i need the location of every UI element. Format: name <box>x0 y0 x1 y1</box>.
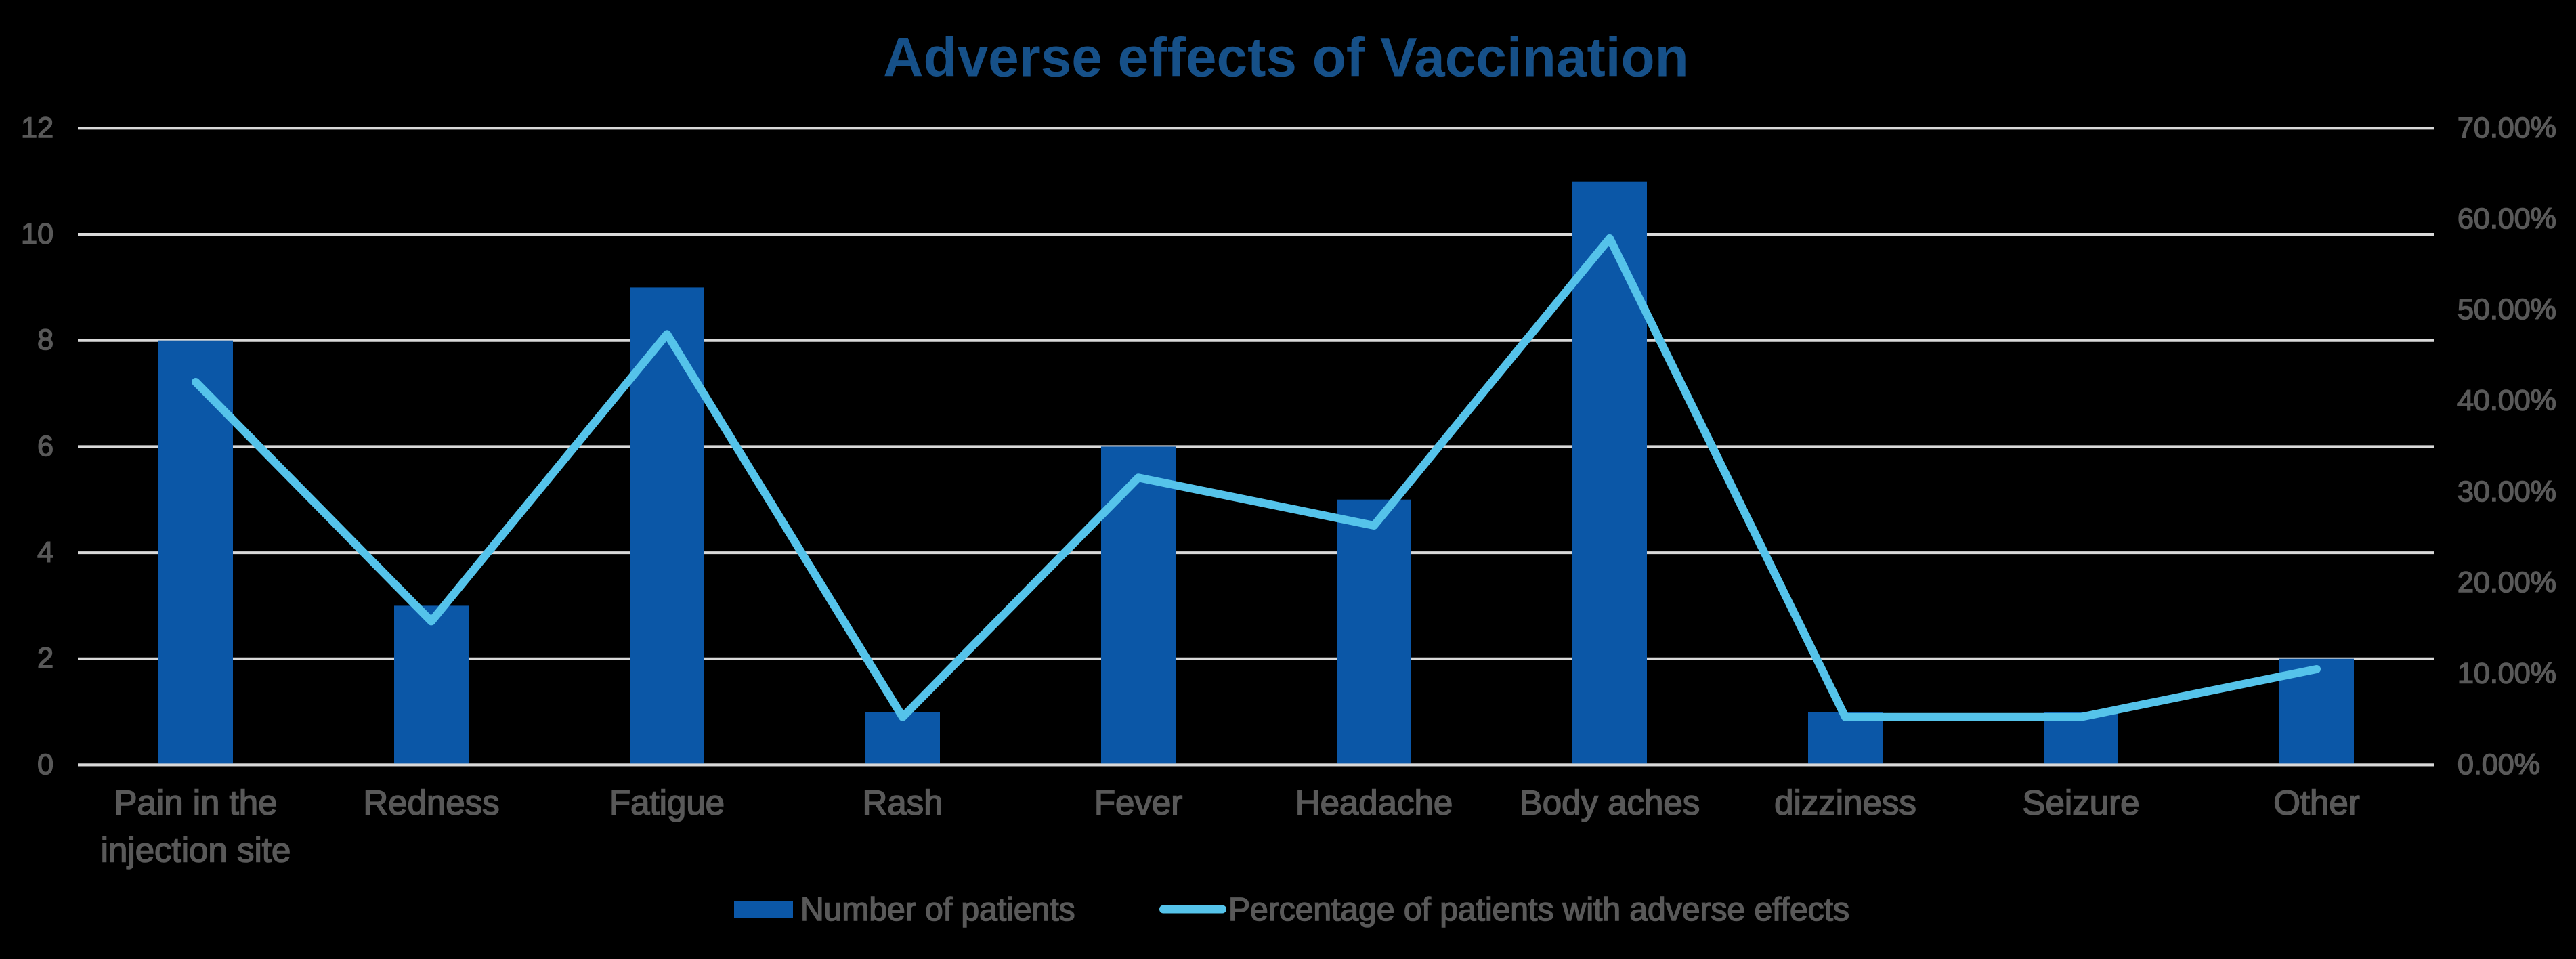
svg-text:Redness: Redness <box>363 784 499 822</box>
svg-text:6: 6 <box>37 430 53 463</box>
svg-text:Pain in the: Pain in the <box>114 784 277 822</box>
svg-text:0: 0 <box>37 748 53 781</box>
svg-text:8: 8 <box>37 324 53 356</box>
svg-text:Adverse effects of Vaccination: Adverse effects of Vaccination <box>883 27 1688 89</box>
svg-text:Rash: Rash <box>862 784 943 822</box>
svg-text:60.00%: 60.00% <box>2457 203 2556 235</box>
svg-text:10.00%: 10.00% <box>2457 658 2556 690</box>
svg-text:Body aches: Body aches <box>1520 784 1700 822</box>
svg-text:2: 2 <box>37 642 53 675</box>
svg-text:injection site: injection site <box>101 831 291 870</box>
svg-text:40.00%: 40.00% <box>2457 385 2556 417</box>
svg-text:12: 12 <box>21 112 53 144</box>
svg-text:Percentage of patients with ad: Percentage of patients with adverse effe… <box>1228 892 1849 928</box>
svg-text:10: 10 <box>21 217 53 250</box>
svg-text:70.00%: 70.00% <box>2457 112 2556 144</box>
svg-text:Headache: Headache <box>1295 784 1453 822</box>
svg-text:Other: Other <box>2273 784 2360 822</box>
svg-text:4: 4 <box>37 536 53 569</box>
svg-text:Seizure: Seizure <box>2023 784 2140 822</box>
svg-text:Number of patients: Number of patients <box>800 892 1075 928</box>
svg-text:0.00%: 0.00% <box>2457 748 2540 781</box>
svg-text:30.00%: 30.00% <box>2457 475 2556 508</box>
svg-text:dizziness: dizziness <box>1774 784 1916 822</box>
svg-text:Fever: Fever <box>1094 784 1182 822</box>
svg-text:20.00%: 20.00% <box>2457 566 2556 599</box>
svg-text:50.00%: 50.00% <box>2457 293 2556 326</box>
svg-text:Fatigue: Fatigue <box>609 784 725 822</box>
